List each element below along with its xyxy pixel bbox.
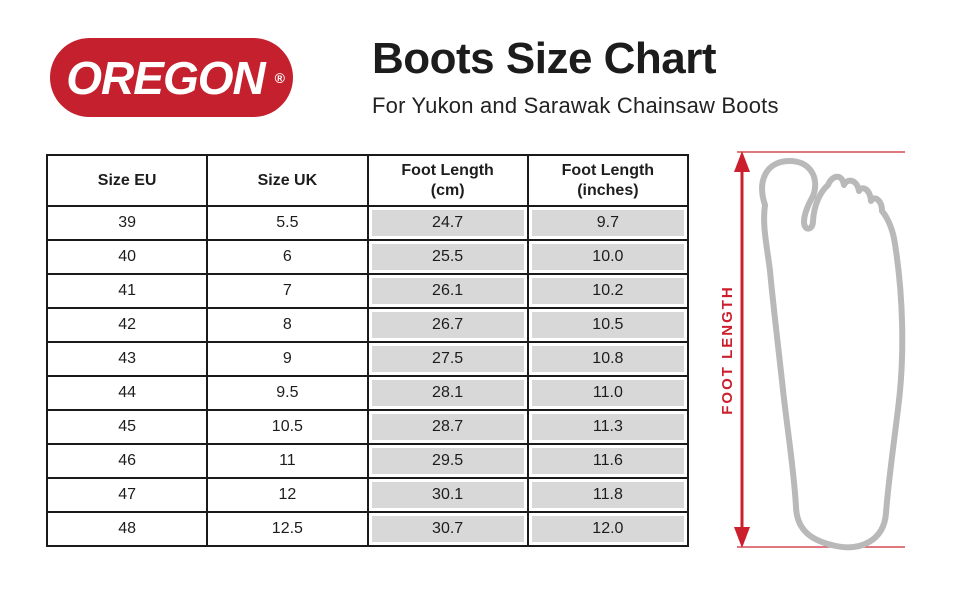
table-row: 42 8 26.7 10.5 <box>45 307 690 343</box>
cell-size-eu: 44 <box>45 375 209 411</box>
cell-foot-inches: 11.8 <box>526 477 690 513</box>
arrow-up-icon <box>734 151 750 172</box>
cell-foot-cm: 28.7 <box>366 409 529 445</box>
col-header-foot-length-cm: Foot Length (cm) <box>366 154 529 207</box>
cell-foot-cm: 26.7 <box>366 307 529 343</box>
foot-length-label: FOOT LENGTH <box>719 285 736 415</box>
oregon-logo: OREGON ® <box>50 38 293 117</box>
cell-foot-cm: 24.7 <box>366 205 529 241</box>
cell-size-eu: 45 <box>45 409 209 445</box>
cell-foot-cm: 27.5 <box>366 341 529 377</box>
cell-size-uk: 8 <box>206 307 369 343</box>
table-row: 48 12.5 30.7 12.0 <box>45 511 690 547</box>
cell-size-uk: 11 <box>206 443 369 479</box>
cell-size-eu: 48 <box>45 511 209 547</box>
foot-outline-path <box>759 158 906 551</box>
cell-foot-inches: 11.3 <box>526 409 690 445</box>
foot-length-diagram: FOOT LENGTH <box>700 145 925 565</box>
page-subtitle: For Yukon and Sarawak Chainsaw Boots <box>372 93 779 118</box>
cell-foot-cm: 29.5 <box>366 443 529 479</box>
table-header-row: Size EU Size UK Foot Length (cm) Foot Le… <box>45 154 690 207</box>
cell-size-eu: 42 <box>45 307 209 343</box>
cell-size-uk: 6 <box>206 239 369 275</box>
col-header-size-eu: Size EU <box>45 154 209 207</box>
oregon-logo-text: OREGON <box>66 51 265 104</box>
cell-size-uk: 9 <box>206 341 369 377</box>
cell-foot-cm: 30.1 <box>366 477 529 513</box>
cell-size-eu: 47 <box>45 477 209 513</box>
table-row: 39 5.5 24.7 9.7 <box>45 205 690 241</box>
registered-trademark-mark: ® <box>274 69 285 86</box>
table-row: 46 11 29.5 11.6 <box>45 443 690 479</box>
arrow-down-icon <box>734 527 750 548</box>
cell-foot-inches: 11.0 <box>526 375 690 411</box>
title-block: Boots Size Chart For Yukon and Sarawak C… <box>372 37 779 119</box>
cell-foot-inches: 9.7 <box>526 205 690 241</box>
cell-size-eu: 39 <box>45 205 209 241</box>
cell-size-uk: 12 <box>206 477 369 513</box>
page-title: Boots Size Chart <box>372 34 717 83</box>
cell-size-uk: 12.5 <box>206 511 369 547</box>
cell-foot-cm: 30.7 <box>366 511 529 547</box>
cell-foot-inches: 12.0 <box>526 511 690 547</box>
cell-size-eu: 40 <box>45 239 209 275</box>
cell-foot-cm: 26.1 <box>366 273 529 309</box>
cell-size-eu: 41 <box>45 273 209 309</box>
foot-outline-illustration <box>734 151 906 551</box>
cell-foot-cm: 25.5 <box>366 239 529 275</box>
cell-size-uk: 7 <box>206 273 369 309</box>
table-row: 43 9 27.5 10.8 <box>45 341 690 377</box>
table-row: 41 7 26.1 10.2 <box>45 273 690 309</box>
cell-size-eu: 43 <box>45 341 209 377</box>
table-row: 47 12 30.1 11.8 <box>45 477 690 513</box>
col-header-foot-length-inches: Foot Length (inches) <box>526 154 690 207</box>
cell-foot-inches: 10.5 <box>526 307 690 343</box>
col-header-size-uk: Size UK <box>206 154 369 207</box>
table-row: 44 9.5 28.1 11.0 <box>45 375 690 411</box>
cell-foot-inches: 10.0 <box>526 239 690 275</box>
cell-foot-inches: 10.2 <box>526 273 690 309</box>
cell-size-uk: 9.5 <box>206 375 369 411</box>
cell-foot-cm: 28.1 <box>366 375 529 411</box>
cell-size-uk: 5.5 <box>206 205 369 241</box>
cell-foot-inches: 10.8 <box>526 341 690 377</box>
cell-size-uk: 10.5 <box>206 409 369 445</box>
cell-size-eu: 46 <box>45 443 209 479</box>
table-row: 40 6 25.5 10.0 <box>45 239 690 275</box>
table-row: 45 10.5 28.7 11.3 <box>45 409 690 445</box>
cell-foot-inches: 11.6 <box>526 443 690 479</box>
boot-size-table: Size EU Size UK Foot Length (cm) Foot Le… <box>45 154 690 547</box>
